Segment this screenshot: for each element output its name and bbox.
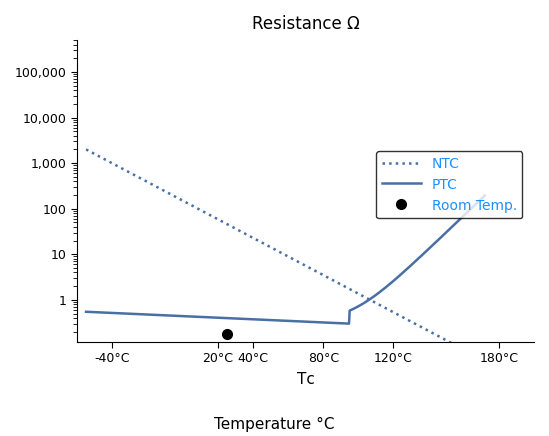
NTC	[326, 276, 333, 281]
Title: Resistance Ω: Resistance Ω	[252, 15, 360, 33]
Line: PTC: PTC	[86, 195, 485, 324]
Text: Temperature °C: Temperature °C	[214, 417, 335, 432]
NTC	[394, 311, 400, 317]
PTC	[153, 312, 160, 317]
PTC	[83, 309, 89, 314]
NTC	[358, 293, 365, 298]
PTC	[186, 314, 192, 319]
NTC	[270, 246, 276, 251]
Text: Tᴄ: Tᴄ	[296, 372, 315, 387]
NTC	[189, 203, 195, 208]
PTC	[384, 284, 390, 289]
NTC	[83, 147, 89, 152]
PTC	[318, 320, 324, 325]
NTC	[496, 365, 502, 371]
PTC	[346, 321, 352, 326]
Line: NTC: NTC	[86, 150, 499, 368]
PTC	[481, 193, 488, 198]
NTC	[156, 185, 163, 191]
PTC	[263, 317, 270, 323]
PTC	[350, 307, 356, 312]
Legend: NTC, PTC, Room Temp.: NTC, PTC, Room Temp.	[376, 151, 523, 218]
